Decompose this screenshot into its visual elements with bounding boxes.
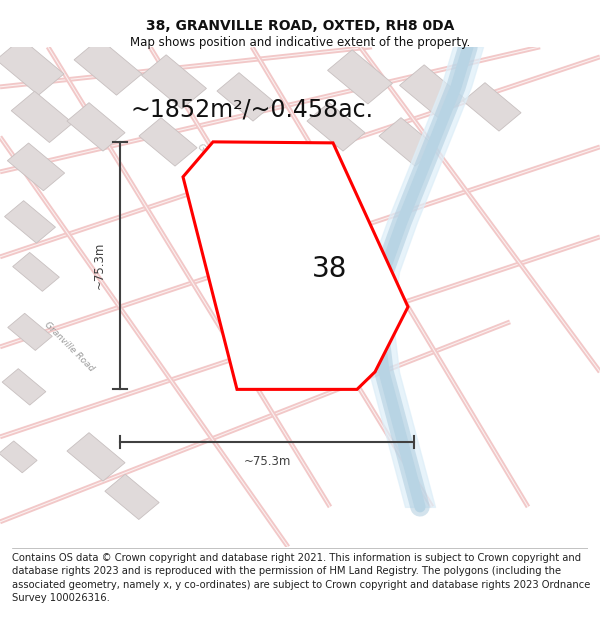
Polygon shape — [8, 313, 52, 351]
Text: 38, GRANVILLE ROAD, OXTED, RH8 0DA: 38, GRANVILLE ROAD, OXTED, RH8 0DA — [146, 19, 454, 33]
Polygon shape — [183, 142, 408, 389]
Polygon shape — [0, 39, 64, 95]
Polygon shape — [74, 39, 142, 95]
Text: ~1852m²/~0.458ac.: ~1852m²/~0.458ac. — [131, 98, 373, 121]
Polygon shape — [7, 143, 65, 191]
Polygon shape — [2, 369, 46, 405]
Text: Granville: Granville — [196, 142, 230, 177]
Polygon shape — [67, 432, 125, 481]
Text: Granville Road: Granville Road — [43, 320, 95, 374]
Polygon shape — [13, 253, 59, 291]
Polygon shape — [5, 201, 55, 243]
Polygon shape — [67, 102, 125, 151]
Polygon shape — [105, 474, 159, 519]
Text: 38: 38 — [313, 256, 347, 283]
Polygon shape — [400, 65, 464, 119]
Polygon shape — [307, 102, 365, 151]
Polygon shape — [217, 72, 275, 121]
Polygon shape — [142, 55, 206, 109]
Polygon shape — [379, 118, 437, 166]
Polygon shape — [11, 91, 73, 142]
Polygon shape — [463, 82, 521, 131]
Text: ~75.3m: ~75.3m — [92, 242, 106, 289]
Text: Contains OS data © Crown copyright and database right 2021. This information is : Contains OS data © Crown copyright and d… — [12, 553, 590, 602]
Polygon shape — [139, 118, 197, 166]
Polygon shape — [0, 441, 37, 472]
Text: ~75.3m: ~75.3m — [244, 456, 290, 468]
Polygon shape — [328, 50, 392, 104]
Text: Map shows position and indicative extent of the property.: Map shows position and indicative extent… — [130, 36, 470, 49]
